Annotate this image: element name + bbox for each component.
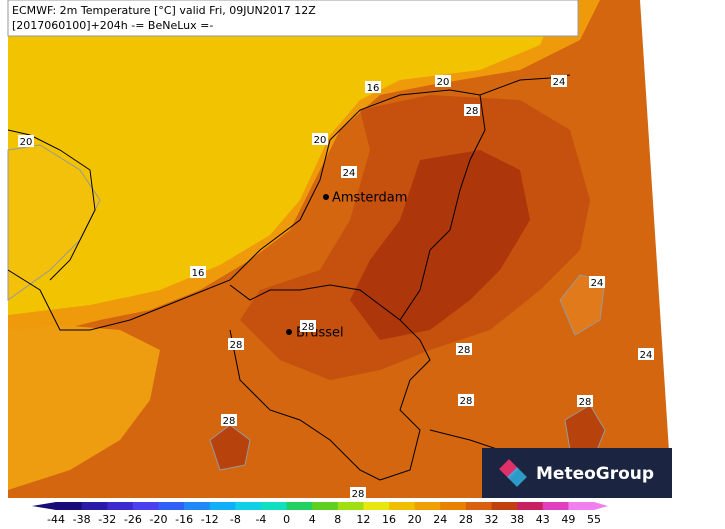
contour-label: 24 (591, 278, 604, 289)
contour-label: 28 (223, 416, 236, 427)
colorbar-segment (337, 502, 364, 510)
colorbar-label: 16 (382, 513, 396, 525)
colorbar: -44 -38 -32 -26 -20 -16 -12 -8 -4 0 4 8 12 16 20 24 28 32… (32, 502, 608, 526)
colorbar-label: 8 (334, 513, 341, 525)
contour-label-box (190, 266, 206, 278)
contour-labels: 20 16 20 24 28 20 24 16 24 28 28 28 24 28 28 28 28 (18, 75, 654, 500)
city-label: Amsterdam (332, 191, 407, 206)
colorbar-segment (107, 502, 134, 510)
border (399, 94, 486, 321)
colorbar-label: -26 (124, 513, 142, 525)
contour-label: 28 (302, 322, 315, 333)
contour-label: 16 (367, 83, 380, 94)
colorbar-label: 28 (459, 513, 473, 525)
colorbar-segment (312, 502, 339, 510)
contour-label: 20 (314, 135, 327, 146)
contour-label-box (228, 338, 244, 350)
contour-label-box (350, 487, 366, 499)
hottest-region (350, 150, 530, 340)
colorbar-label: 20 (408, 513, 422, 525)
contour-label: 28 (460, 396, 473, 407)
colorbar-segment (81, 502, 108, 510)
colorbar-segment (158, 502, 185, 510)
contour-label: 20 (20, 137, 33, 148)
colorbar-label: 43 (536, 513, 550, 525)
contour-label: 24 (553, 77, 566, 88)
colorbar-label: -4 (255, 513, 266, 525)
colorbar-label: -32 (98, 513, 116, 525)
sea (8, 0, 560, 315)
colorbar-label: -20 (149, 513, 167, 525)
contour-label-box (458, 394, 474, 406)
city-dot (286, 329, 292, 335)
warm-patch (209, 424, 251, 471)
contour-label-box (456, 343, 472, 355)
coastline (7, 74, 571, 331)
contour-label: 28 (466, 106, 479, 117)
contour-label-box (577, 395, 593, 407)
colorbar-segment (389, 502, 416, 510)
colorbar-label: 24 (433, 513, 447, 525)
city-dot (323, 194, 329, 200)
colorbar-segment (363, 502, 390, 510)
contour-label-box (551, 75, 567, 87)
colorbar-segment (56, 502, 83, 510)
contour-label-box (464, 104, 480, 116)
colorbar-segment (465, 502, 493, 510)
contour-label-box (312, 133, 328, 145)
colorbar-label: 12 (356, 513, 370, 525)
colorbar-arrow (594, 502, 608, 510)
colorbar-segment (491, 502, 518, 510)
logo-icon (507, 467, 527, 487)
contour-label-box (435, 75, 451, 87)
header-box (7, 0, 579, 37)
colorbar-segment (132, 502, 159, 510)
france-west (8, 325, 160, 490)
contour-label-box (341, 166, 357, 178)
colorbar-label: -44 (47, 513, 65, 525)
colorbar-label: -8 (230, 513, 241, 525)
colorbar-segment (440, 502, 467, 510)
colorbar-label: 4 (309, 513, 316, 525)
contour-label: 16 (192, 268, 205, 279)
contour-label-box (18, 135, 34, 147)
contour-label-box (221, 414, 237, 426)
contour-label: 28 (579, 397, 592, 408)
border (229, 284, 431, 481)
colorbar-label: 32 (485, 513, 499, 525)
colorbar-label: 0 (283, 513, 290, 525)
header-line: ECMWF: 2m Temperature [°C] valid Fri, 09… (12, 4, 316, 17)
colorbar-segment (260, 502, 288, 510)
header-line: [2017060100]+204h -= BeNeLux =- (12, 19, 213, 32)
logo-text: MeteoGroup (536, 464, 654, 484)
contour-label: 28 (230, 340, 243, 351)
colorbar-segment (568, 502, 595, 510)
contour-label: 28 (458, 345, 471, 356)
contour-label: 20 (437, 77, 450, 88)
contour-label-box (300, 320, 316, 332)
colorbar-segment (209, 502, 236, 510)
colorbar-label: 38 (510, 513, 524, 525)
colorbar-segment (235, 502, 262, 510)
colorbar-label: -38 (73, 513, 91, 525)
colorbar-arrow (32, 502, 56, 510)
colorbar-segment (542, 502, 569, 510)
colorbar-segment (517, 502, 544, 510)
contour-label-box (589, 276, 605, 288)
colorbar-label: -16 (175, 513, 193, 525)
contour-label-box (638, 348, 654, 360)
cool-patch (559, 274, 606, 336)
colorbar-segment (184, 502, 211, 510)
colorbar-segment (414, 502, 441, 510)
colorbar-label: 49 (561, 513, 575, 525)
colorbar-label: -12 (201, 513, 219, 525)
colorbar-segment (286, 502, 313, 510)
contour-label: 28 (352, 489, 365, 500)
colorbar-label: 55 (587, 513, 601, 525)
contour-label: 24 (640, 350, 653, 361)
warm-patch (564, 404, 606, 456)
contour-label: 24 (343, 168, 356, 179)
contour-label-box (365, 81, 381, 93)
